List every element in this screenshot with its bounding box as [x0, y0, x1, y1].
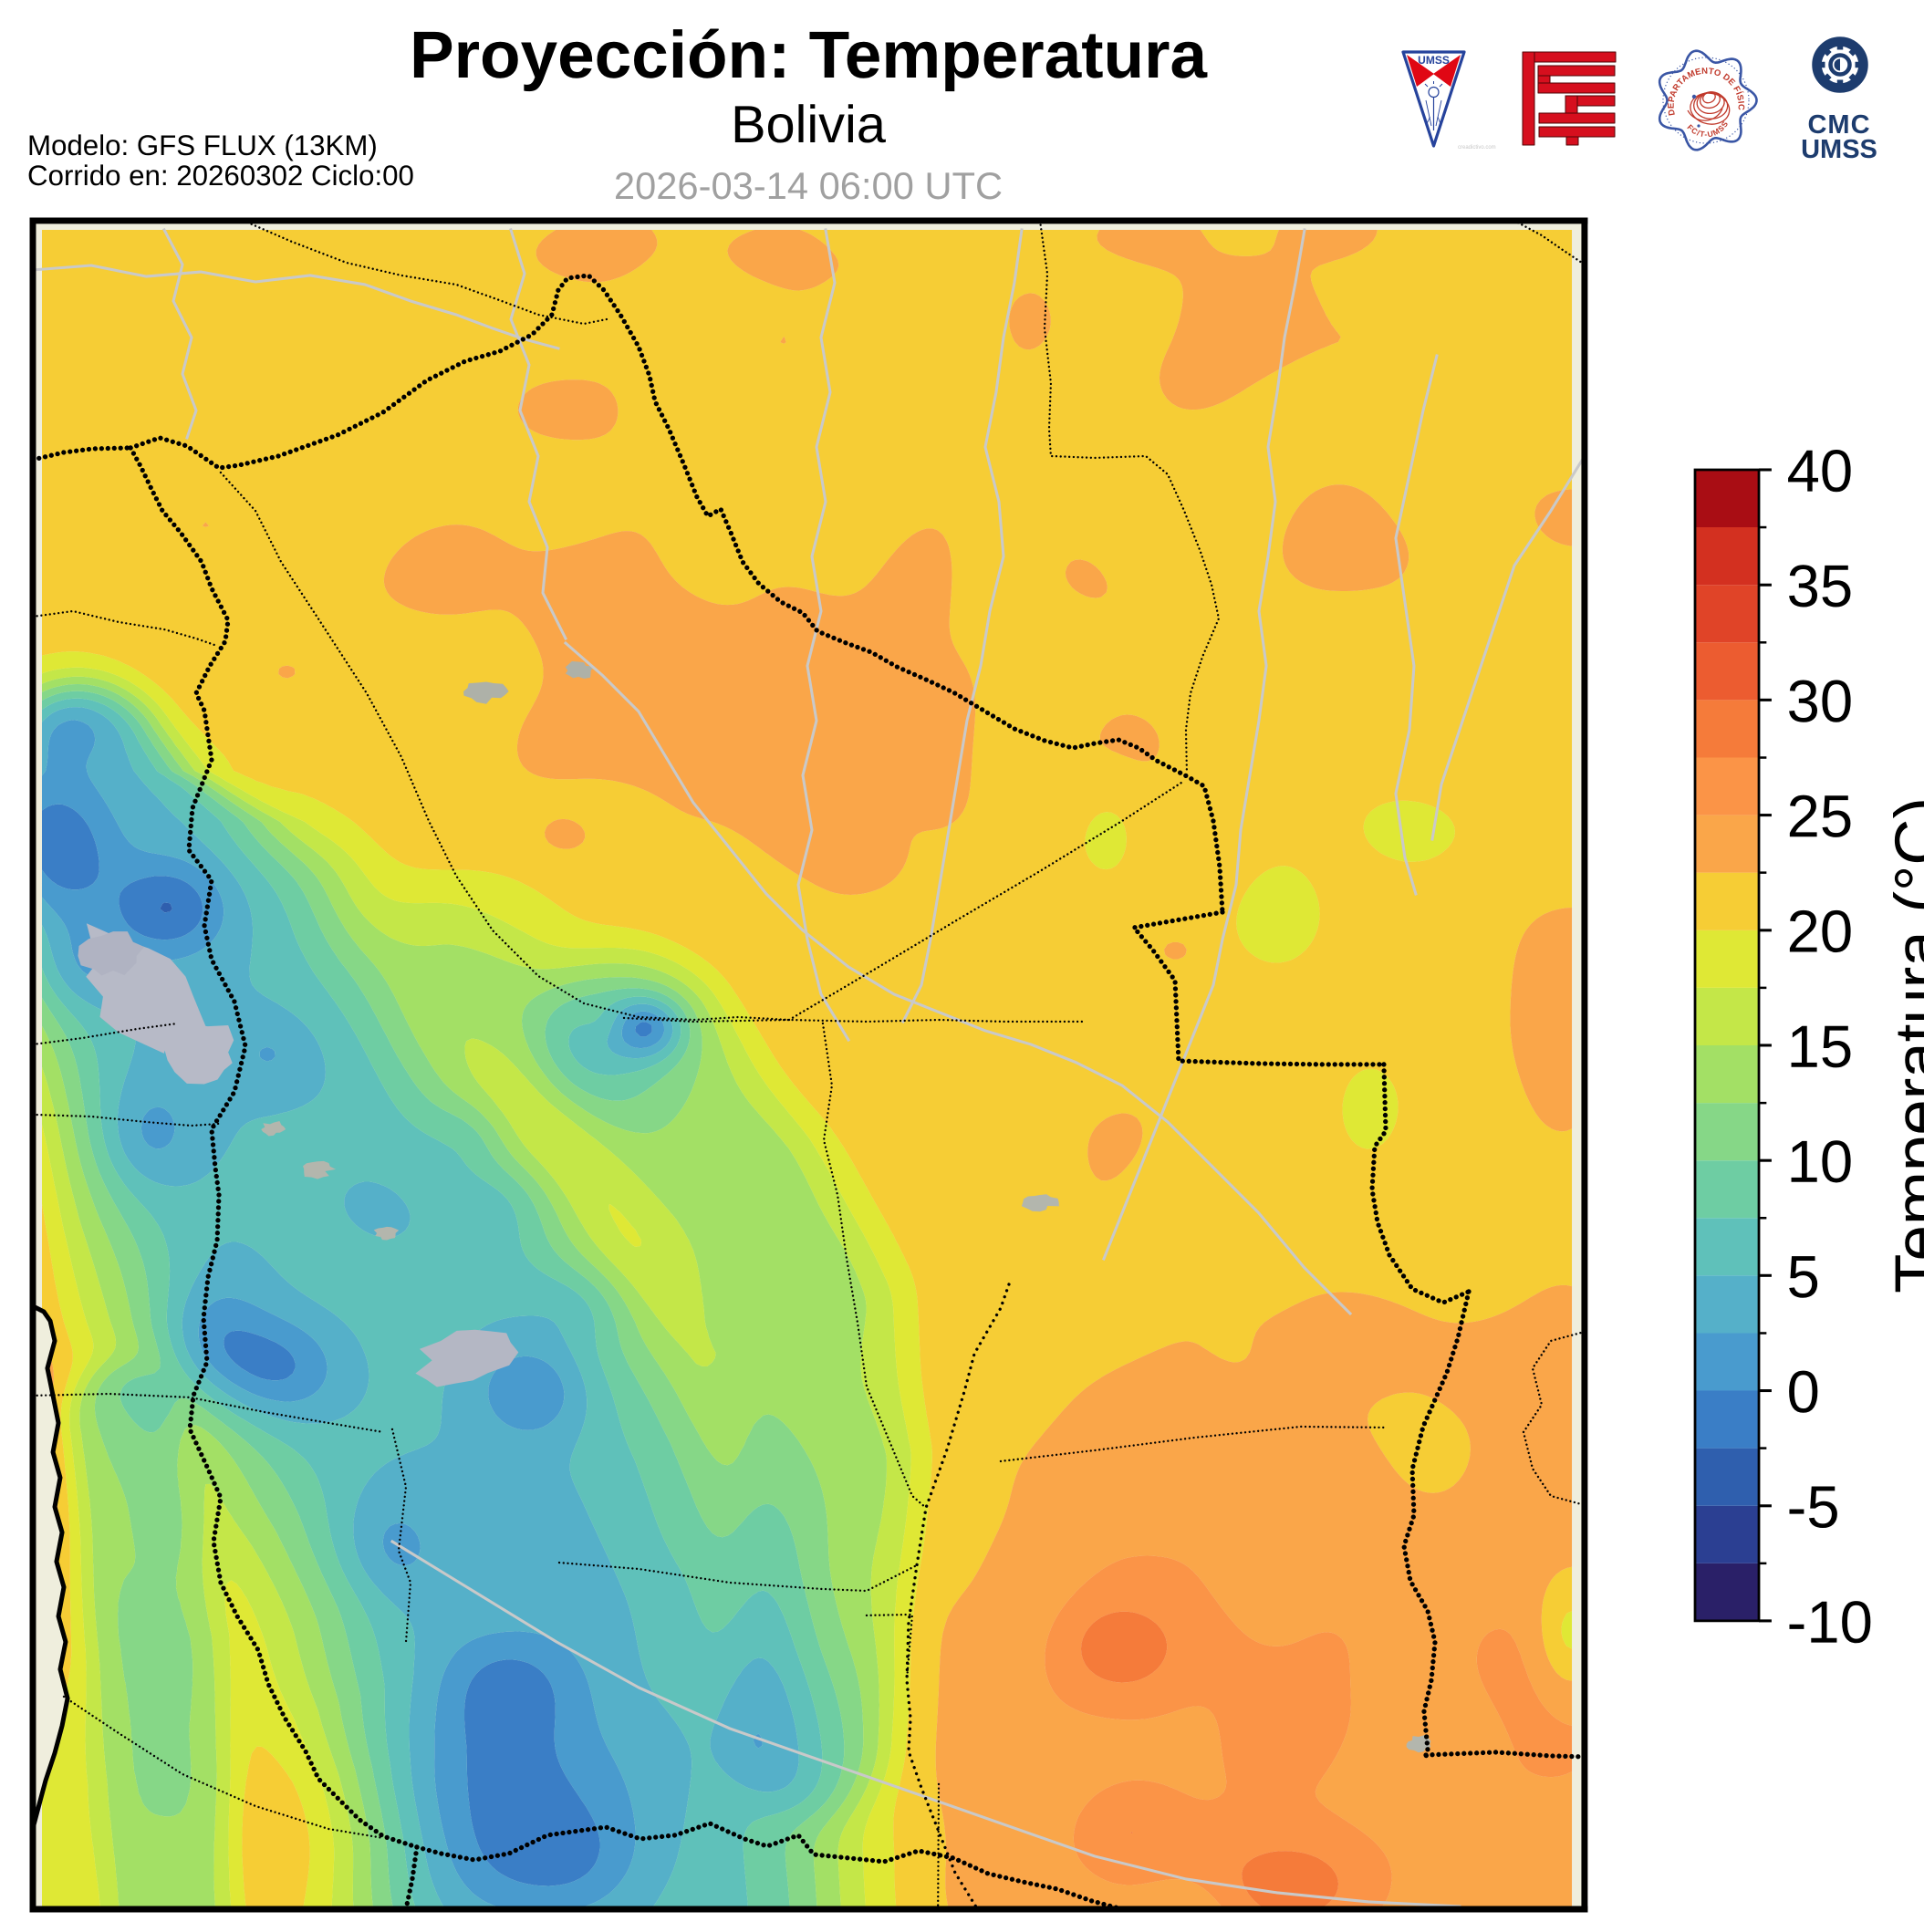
svg-text:DEPARTAMENTO DE FÍSICA: DEPARTAMENTO DE FÍSICA — [0, 0, 1746, 117]
svg-text:UMSS: UMSS — [1801, 135, 1877, 164]
svg-text:CMC: CMC — [1807, 110, 1870, 140]
svg-text:creadictivo.com: creadictivo.com — [1458, 145, 1496, 151]
svg-text:UMSS: UMSS — [1418, 54, 1450, 67]
